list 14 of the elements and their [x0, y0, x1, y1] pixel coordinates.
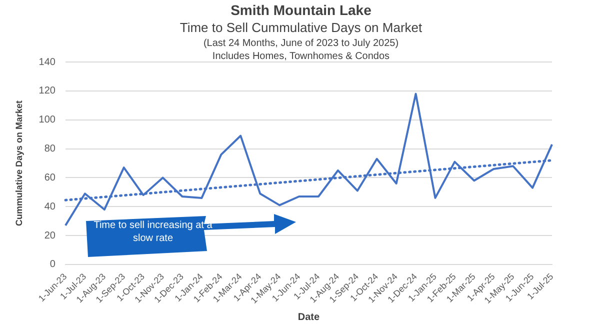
y-tick-label: 60	[44, 172, 56, 184]
y-tick-label: 20	[44, 230, 56, 242]
y-tick-label: 40	[44, 201, 56, 212]
x-axis-title: Date	[298, 312, 320, 323]
y-tick-label: 80	[44, 144, 56, 155]
y-axis-title: Cummulative Days on Market	[14, 100, 24, 226]
y-tick-label: 0	[50, 259, 56, 270]
text: Includes Homes, Townhomes & Condos	[212, 51, 390, 62]
y-tick-label: 120	[38, 86, 56, 97]
y-tick-label: 100	[38, 114, 56, 126]
text: (Last 24 Months, June of 2023 to July 2025)	[202, 38, 400, 49]
y-tick-label: 140	[38, 56, 56, 68]
chart-subtitle: Time to Sell Cummulative Days on Market	[178, 20, 424, 35]
chart-title: Smith Mountain Lake	[230, 2, 372, 18]
